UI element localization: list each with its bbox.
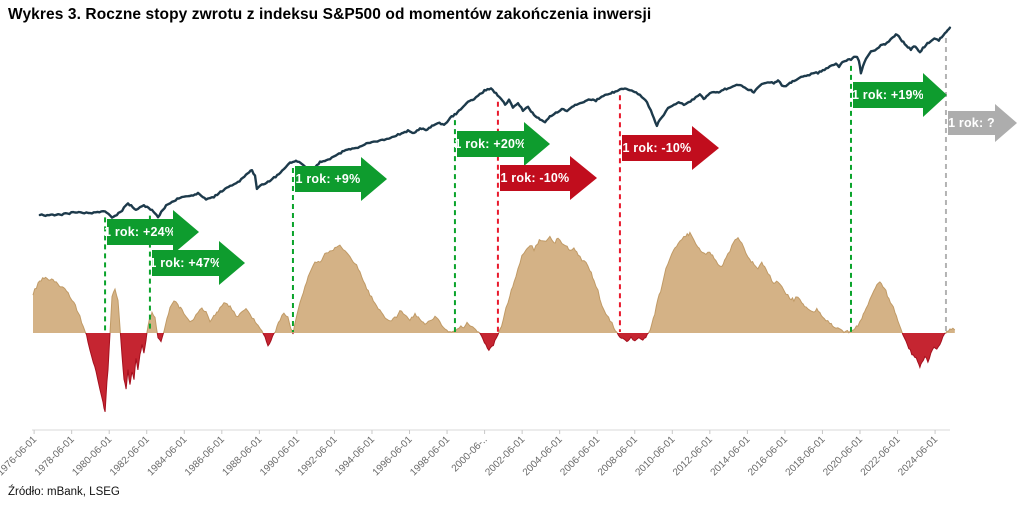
spread-area-positive [32, 231, 956, 333]
x-axis: 1976-06-011978-06-011980-06-011982-06-01… [0, 429, 950, 478]
spread-area-negative [33, 333, 955, 413]
x-tick-label: 2000-06-.. [450, 434, 490, 474]
x-tick-label: 2024-06-01 [896, 434, 940, 478]
x-tick-label: 1998-06-01 [408, 434, 452, 478]
chart-title: Wykres 3. Roczne stopy zwrotu z indeksu … [8, 6, 652, 23]
sp500-line [38, 26, 952, 219]
source-note: Źródło: mBank, LSEG [8, 486, 120, 498]
